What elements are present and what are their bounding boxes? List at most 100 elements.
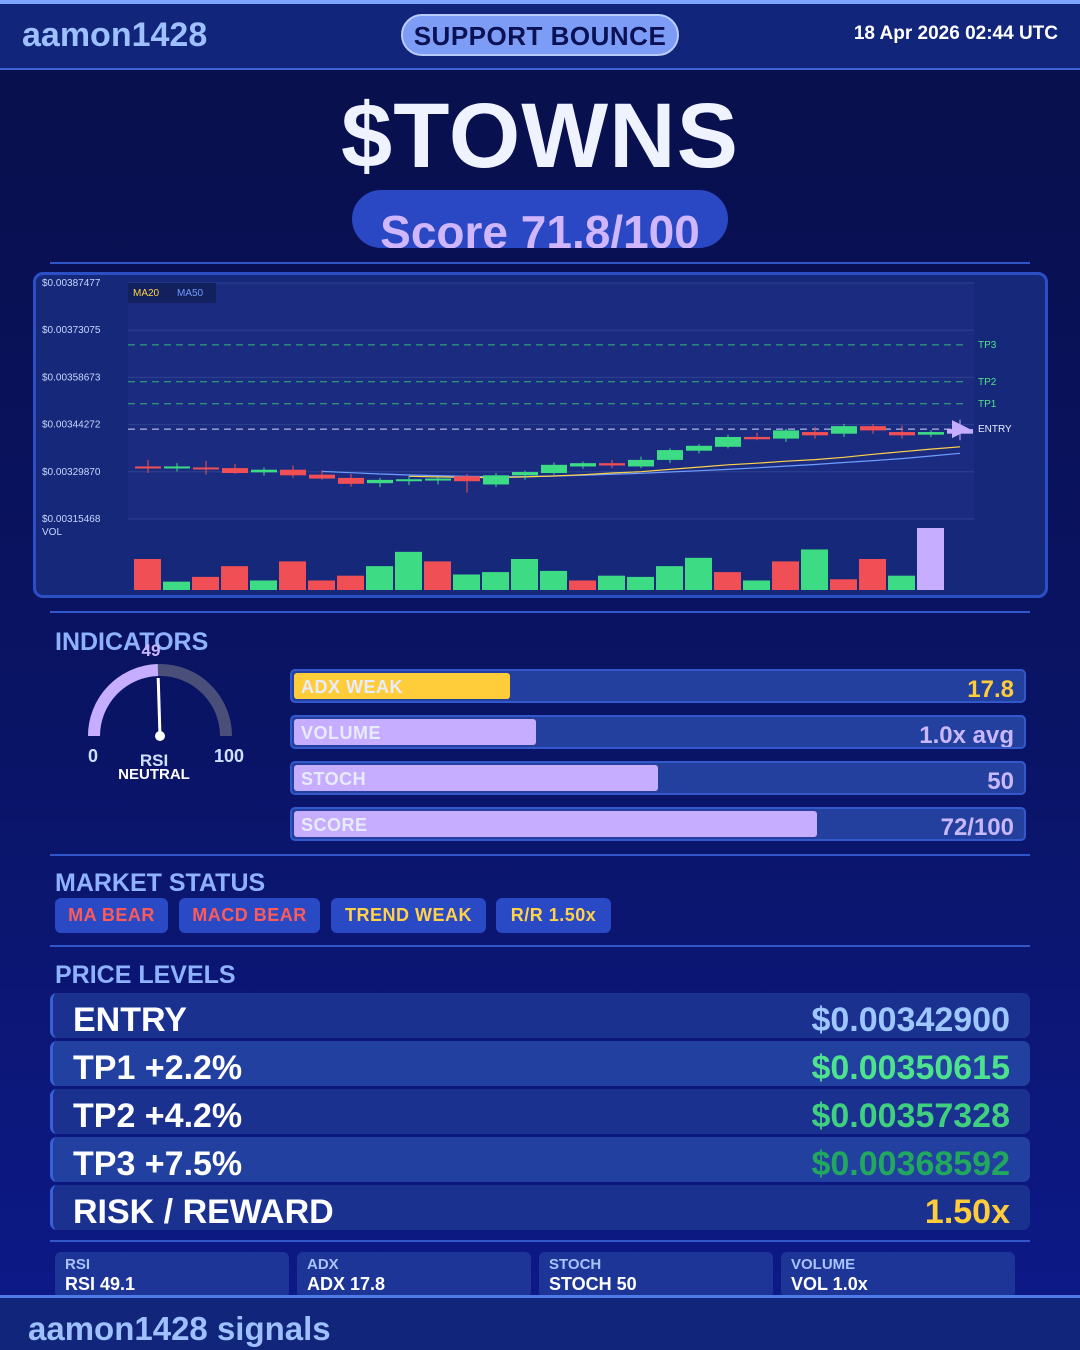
mini-stat-title: ADX	[307, 1256, 339, 1273]
level-name: TP1 +2.2%	[73, 1049, 243, 1087]
brand-name: aamon1428	[22, 16, 208, 54]
candle-body	[628, 459, 654, 467]
candle-body	[599, 463, 625, 466]
rsi-gauge	[88, 664, 232, 741]
y-tick-label: $0.00315468	[42, 514, 101, 525]
volume-bar	[685, 557, 712, 590]
candle-body	[280, 469, 306, 476]
gauge-max-label: 100	[214, 746, 245, 766]
level-row-tp2: TP2 +4.2% $0.00357328	[50, 1089, 1030, 1135]
volume-bar	[917, 528, 944, 590]
level-row-entry: ENTRY $0.00342900	[50, 993, 1030, 1039]
candle-body	[802, 432, 828, 436]
candle-body	[715, 436, 741, 447]
y-tick-label: $0.00387477	[42, 278, 101, 289]
level-name: ENTRY	[73, 1001, 187, 1039]
level-line-label: TP2	[978, 377, 997, 388]
bar-value: 1.0x avg	[919, 722, 1014, 749]
candle-body	[918, 432, 944, 435]
volume-bar	[540, 570, 567, 590]
footer-text: aamon1428 signals	[28, 1310, 331, 1347]
volume-bar	[656, 566, 683, 590]
volume-label: VOL	[42, 527, 62, 538]
legend-entry: MA20	[133, 288, 160, 299]
mini-stat-rsi: RSI RSI 49.1	[55, 1252, 289, 1298]
volume-bar	[830, 579, 857, 590]
candle-body	[309, 474, 335, 479]
gauge-fill	[88, 664, 159, 737]
mini-stat-value: STOCH 50	[549, 1274, 637, 1294]
indicators-title: INDICATORS	[55, 628, 209, 656]
level-price: $0.00350615	[811, 1049, 1010, 1087]
volume-bar	[569, 580, 596, 590]
mini-stat-volume: VOLUME VOL 1.0x	[781, 1252, 1015, 1298]
candle-body	[367, 479, 393, 484]
price-chart-panel: $0.00387477 $0.00373075 $0.00358673 $0.0034…	[33, 272, 1048, 598]
candle-body	[831, 426, 857, 434]
level-row-tp1: TP1 +2.2% $0.00350615	[50, 1041, 1030, 1087]
candle-body	[193, 467, 219, 470]
candle-body	[483, 475, 509, 485]
candle-body	[773, 430, 799, 439]
bar-fill	[294, 719, 536, 745]
volume-bar	[482, 572, 509, 590]
level-name: TP2 +4.2%	[73, 1097, 243, 1135]
score-badge: Score 71.8/100	[352, 190, 728, 248]
candle-body	[657, 450, 683, 460]
plot-area	[128, 283, 974, 519]
candle-body	[396, 479, 422, 482]
mini-stat-stoch: STOCH STOCH 50	[539, 1252, 773, 1298]
candle-body	[425, 478, 451, 481]
divider	[50, 611, 1030, 613]
gauge-name: RSI	[139, 751, 169, 770]
level-line-label: ENTRY	[978, 424, 1012, 435]
volume-bar	[743, 580, 770, 590]
candle-body	[860, 426, 886, 431]
ma50-line	[321, 452, 961, 478]
rsi-state: NEUTRAL	[118, 766, 190, 783]
legend-box	[128, 283, 216, 303]
candle-body	[164, 466, 190, 469]
volume-bar	[308, 580, 335, 590]
divider	[50, 945, 1030, 947]
level-price: $0.00342900	[811, 1001, 1010, 1039]
volume-bar	[134, 559, 161, 590]
bar-fill	[294, 673, 510, 699]
volume-bar	[627, 576, 654, 590]
timestamp: 18 Apr 2026 02:44 UTC	[853, 23, 1058, 44]
indicator-bar-volume: VOLUME 1.0x avg	[290, 715, 1026, 749]
bar-value: 72/100	[940, 814, 1014, 841]
status-chip-rr: R/R 1.50x	[496, 898, 611, 933]
volume-bar	[714, 572, 741, 590]
level-price: 1.50x	[924, 1193, 1010, 1231]
volume-bar	[192, 576, 219, 590]
y-tick-label: $0.00373075	[42, 325, 101, 336]
mini-stat-title: VOLUME	[791, 1256, 856, 1273]
y-tick-label: $0.00329870	[42, 467, 101, 478]
signal-badge: SUPPORT BOUNCE	[401, 14, 679, 56]
bar-fill	[294, 811, 817, 837]
divider	[50, 854, 1030, 856]
level-price: $0.00368592	[811, 1145, 1010, 1183]
candle-body	[512, 472, 538, 476]
level-name: RISK / REWARD	[73, 1193, 334, 1231]
candle-body	[744, 436, 770, 440]
level-row-risk-reward: RISK / REWARD 1.50x	[50, 1185, 1030, 1231]
level-line-label: TP3	[978, 340, 997, 351]
volume-bar	[395, 551, 422, 590]
price-chart: $0.00387477 $0.00373075 $0.00358673 $0.0034…	[42, 278, 1012, 590]
bar-label: VOLUME	[301, 723, 382, 743]
rsi-value: 49	[141, 641, 161, 660]
divider	[50, 262, 1030, 264]
mini-stat-value: RSI 49.1	[65, 1274, 136, 1294]
gauge-min-label: 0	[88, 746, 99, 766]
ticker-symbol: $TOWNS	[341, 85, 739, 187]
indicator-bar-stoch: STOCH 50	[290, 761, 1026, 795]
volume-bar	[424, 561, 451, 590]
header-bar: aamon1428 SUPPORT BOUNCE 18 Apr 2026 02:…	[0, 4, 1080, 70]
level-price: $0.00357328	[811, 1097, 1010, 1135]
volume-bar	[250, 580, 277, 590]
volume-bar	[366, 566, 393, 590]
mini-stat-title: STOCH	[549, 1256, 602, 1273]
market-status-title: MARKET STATUS	[55, 869, 266, 897]
